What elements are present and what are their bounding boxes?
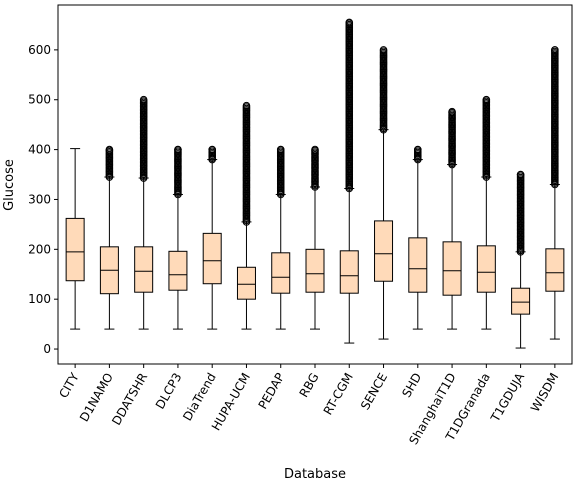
box-T1DGranada xyxy=(476,95,496,330)
box-iqr xyxy=(339,250,359,294)
box-RBG xyxy=(305,145,325,330)
box-SENCE xyxy=(374,46,394,340)
x-tick-label: CITY xyxy=(56,370,82,401)
box-RT-CGM xyxy=(339,18,359,344)
box-SHD xyxy=(408,145,428,330)
outlier-point xyxy=(174,145,182,154)
box-iqr xyxy=(168,250,188,291)
box-PEDAP xyxy=(271,145,291,330)
y-axis-label: Glucose xyxy=(2,159,17,211)
x-tick-label: SHD xyxy=(399,371,424,400)
x-tick-label: DDATSHR xyxy=(109,371,150,428)
outlier-point xyxy=(276,145,285,154)
box-HUPA-UCM xyxy=(236,101,256,330)
outlier-point xyxy=(516,170,525,179)
y-tick-label: 0 xyxy=(43,342,51,356)
x-tick-label: SENCE xyxy=(358,371,390,413)
box-iqr xyxy=(476,245,496,293)
y-tick-label: 500 xyxy=(28,93,51,107)
box-D1NAMO xyxy=(99,145,119,330)
box-iqr xyxy=(65,217,85,282)
y-tick-label: 300 xyxy=(28,192,51,206)
box-WISDM xyxy=(545,46,565,340)
box-iqr xyxy=(236,266,256,300)
outlier-point xyxy=(242,101,251,110)
box-iqr xyxy=(374,220,394,282)
outlier-point xyxy=(345,18,354,27)
y-tick-label: 600 xyxy=(28,43,51,57)
box-iqr xyxy=(408,237,428,293)
box-iqr xyxy=(271,252,291,294)
box-iqr xyxy=(442,241,462,296)
plot-frame xyxy=(57,4,573,365)
outlier-point xyxy=(551,46,559,54)
box-T1GDUJA xyxy=(511,170,531,349)
y-tick-label: 200 xyxy=(28,242,51,256)
x-tick-label: RT-CGM xyxy=(321,371,356,418)
box-DiaTrend xyxy=(202,145,222,330)
box-ShanghaiT1D xyxy=(442,107,462,330)
outlier-point xyxy=(208,145,216,154)
x-axis-label: Database xyxy=(284,467,346,482)
outlier-point xyxy=(311,145,319,154)
box-iqr xyxy=(305,248,325,293)
outlier-point xyxy=(482,95,491,104)
boxes-layer xyxy=(65,18,565,349)
outlier-point xyxy=(448,107,456,116)
x-tick-label: DLCP3 xyxy=(153,371,185,412)
y-tick-label: 100 xyxy=(28,292,51,306)
outlier-point xyxy=(139,95,148,104)
outlier-point xyxy=(414,145,422,154)
x-tick-label: WISDM xyxy=(528,371,561,415)
outlier-point xyxy=(379,46,388,54)
box-DDATSHR xyxy=(134,95,154,330)
x-tick-label: RBG xyxy=(297,371,322,400)
box-CITY xyxy=(65,148,85,330)
box-iqr xyxy=(511,287,531,315)
box-iqr xyxy=(545,248,565,292)
y-axis: 0 100 200 300 400 500 600 xyxy=(28,43,58,356)
x-tick-label: D1NAMO xyxy=(77,371,116,425)
outlier-point xyxy=(105,145,114,154)
x-tick-label: PEDAP xyxy=(256,371,288,412)
x-tick-label: T1GDUJA xyxy=(488,370,528,425)
box-DLCP3 xyxy=(168,145,188,330)
x-tick-label: DiaTrend xyxy=(180,371,219,424)
box-iqr xyxy=(134,246,154,293)
y-tick-label: 400 xyxy=(28,143,51,157)
box-iqr xyxy=(202,232,222,285)
